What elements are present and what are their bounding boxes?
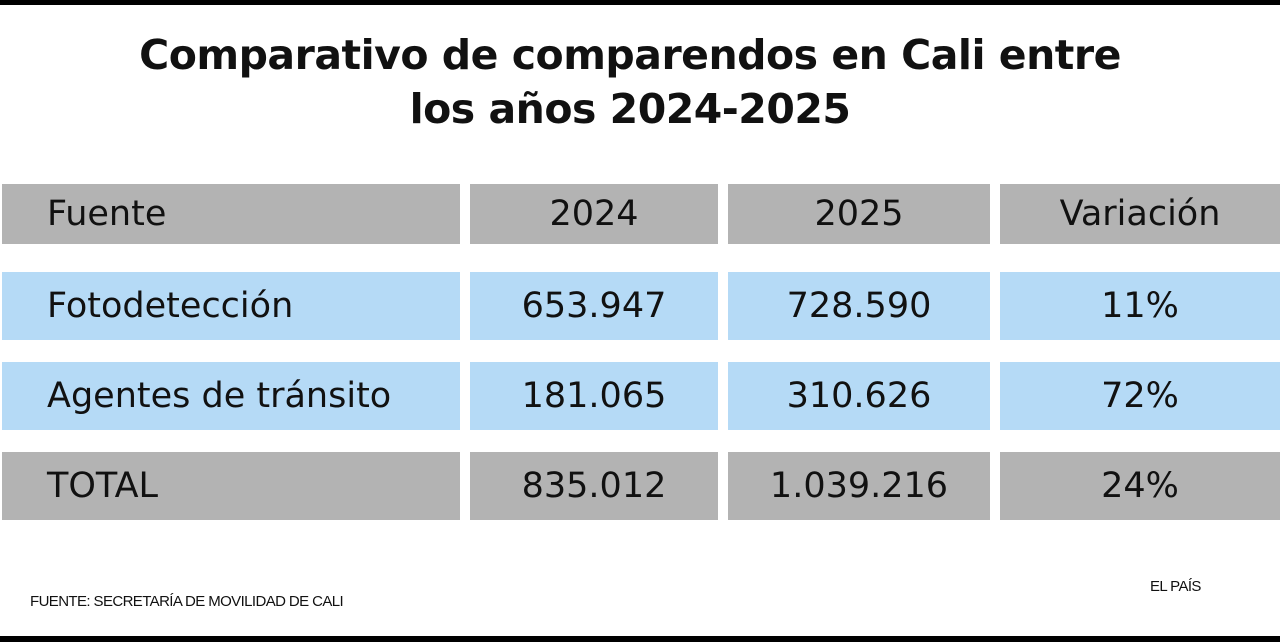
- table-cell: TOTAL: [2, 452, 460, 520]
- table-cell: 653.947: [470, 272, 718, 340]
- table-cell: 310.626: [728, 362, 990, 430]
- table-cell: 11%: [1000, 272, 1280, 340]
- header-cell: Fuente: [2, 184, 460, 244]
- header-cell: 2024: [470, 184, 718, 244]
- header-cell: 2025: [728, 184, 990, 244]
- title-line-1: Comparativo de comparendos en Cali entre: [139, 31, 1121, 79]
- table-cell: 1.039.216: [728, 452, 990, 520]
- table-cell: 72%: [1000, 362, 1280, 430]
- table-cell: 181.065: [470, 362, 718, 430]
- source-note: FUENTE: SECRETARÍA DE MOVILIDAD DE CALI: [30, 593, 344, 610]
- bottom-border: [0, 636, 1280, 642]
- title-line-2: los años 2024-2025: [409, 85, 851, 133]
- table-cell: Agentes de tránsito: [2, 362, 460, 430]
- chart-title: Comparativo de comparendos en Cali entre…: [0, 28, 1260, 136]
- table-cell: 728.590: [728, 272, 990, 340]
- table-cell: Fotodetección: [2, 272, 460, 340]
- header-cell: Variación: [1000, 184, 1280, 244]
- top-border: [0, 0, 1280, 5]
- table-cell: 835.012: [470, 452, 718, 520]
- brand-logo: EL PAÍS: [1150, 578, 1201, 595]
- table-cell: 24%: [1000, 452, 1280, 520]
